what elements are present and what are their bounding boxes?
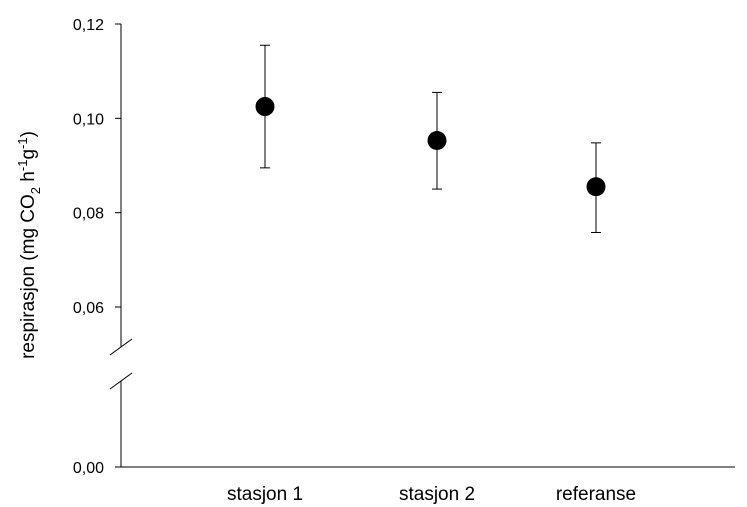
y-label-suffix: ) [18,131,39,137]
y-tick-label: 0,12 [73,17,104,34]
data-marks [255,44,606,233]
y-tick-label: 0,08 [73,206,104,223]
y-axis [109,24,133,467]
data-point [255,97,275,117]
y-tick-label: 0,06 [73,300,104,317]
y-label-sup1: -1 [15,160,30,172]
y-tick-label: 0,10 [73,111,104,128]
y-label-h: h [18,171,39,187]
data-point [586,177,606,197]
x-category-label: stasjon 1 [227,484,303,505]
axis-break-mark-bottom [109,372,133,390]
data-point [427,131,447,151]
x-category-label: stasjon 2 [399,484,475,505]
x-category-labels: stasjon 1 stasjon 2 referanse [227,484,636,505]
axis-break-mark-top [109,338,133,356]
y-label-g: g [18,149,39,160]
y-ticks: 0,12 0,10 0,08 0,06 0,00 [73,17,121,477]
x-category-label: referanse [556,484,636,505]
y-axis-label: respirasjon (mg CO2 h-1g-1) [15,131,43,359]
y-label-sub: 2 [28,187,43,194]
y-tick-label: 0,00 [73,460,104,477]
y-label-sup2: -1 [15,137,30,149]
y-label-prefix: respirasjon (mg CO [18,194,39,359]
